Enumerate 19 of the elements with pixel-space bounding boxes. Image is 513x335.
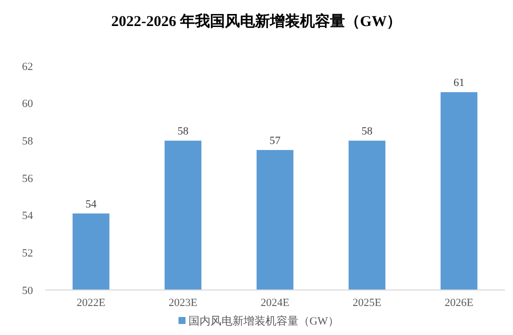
y-tick-label: 60 (22, 98, 34, 110)
y-tick-label: 50 (22, 284, 34, 297)
y-tick-label: 62 (22, 60, 33, 73)
x-tick-label: 2022E (76, 297, 106, 309)
y-tick-label: 58 (22, 136, 34, 148)
y-tick-label: 54 (22, 210, 34, 222)
x-tick-label: 2023E (168, 297, 198, 309)
x-tick-label: 2025E (352, 297, 382, 309)
data-label: 54 (86, 198, 97, 210)
chart-title: 2022-2026 年我国风电新增装机容量（GW） (111, 12, 402, 30)
legend-label: 国内风电新增装机容量（GW） (188, 314, 339, 328)
x-tick-label: 2024E (260, 297, 290, 309)
x-tick-label: 2026E (444, 297, 474, 309)
data-label: 57 (270, 135, 281, 147)
data-label: 58 (178, 126, 189, 138)
data-label: 58 (362, 126, 373, 138)
data-label: 61 (454, 77, 464, 90)
y-tick-label: 56 (22, 172, 34, 185)
y-tick-label: 52 (22, 248, 33, 260)
